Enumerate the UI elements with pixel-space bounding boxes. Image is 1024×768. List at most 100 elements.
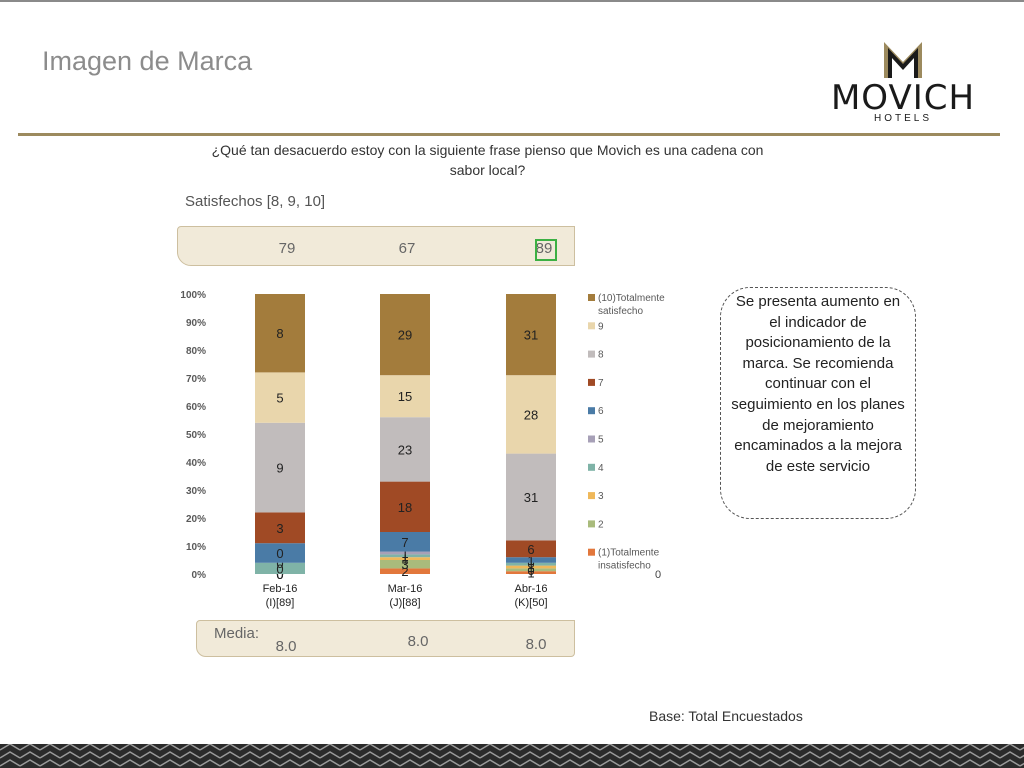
satisfied-value: 79 (278, 240, 296, 257)
data-label: 9 (276, 461, 283, 476)
bar-segment (506, 568, 556, 572)
bar-segment (506, 565, 556, 569)
data-label: 0 (276, 567, 283, 582)
legend-swatch (588, 294, 595, 301)
mean-banner (196, 620, 575, 657)
legend-swatch (588, 463, 595, 471)
data-label: 1 (527, 560, 534, 575)
recommendation-note: Se presenta aumento en el indicador de p… (720, 287, 916, 519)
bar-segment (380, 294, 430, 376)
base-note: Base: Total Encuestados (649, 708, 803, 724)
bar-segment (380, 481, 430, 532)
bar-segment (506, 562, 556, 566)
y-tick-label: 80% (186, 346, 206, 357)
bar-segment (506, 375, 556, 454)
data-label: 5 (276, 391, 283, 406)
data-label: 1 (401, 552, 408, 567)
legend-swatch (588, 520, 595, 528)
data-label: 1 (401, 549, 408, 564)
satisfied-value: 67 (398, 240, 416, 257)
data-label: 0 (276, 546, 283, 561)
data-label: 31 (524, 490, 538, 505)
bar-segment (255, 294, 305, 373)
bar-segment (255, 422, 305, 513)
data-label: 23 (398, 442, 412, 457)
data-label: 3 (401, 557, 408, 572)
data-label: 0 (527, 556, 534, 571)
survey-question: ¿Qué tan desacuerdo estoy con la siguien… (211, 142, 764, 178)
bar-segment (506, 294, 556, 376)
y-tick-label: 50% (186, 430, 206, 441)
highlight-box (535, 239, 557, 261)
data-label: 8 (276, 326, 283, 341)
data-label: 3 (276, 521, 283, 536)
x-category-label: Mar-16 (388, 583, 423, 595)
bar-segment (506, 540, 556, 558)
legend-label: 4 (598, 463, 604, 474)
legend-swatch (588, 350, 595, 358)
x-category-label: Feb-16 (263, 583, 298, 595)
slide-title: Imagen de Marca (42, 46, 253, 76)
data-label: 0 (276, 556, 283, 571)
y-tick-label: 10% (186, 542, 206, 553)
bar-segment (380, 568, 430, 574)
satisfied-label: Satisfechos [8, 9, 10] (185, 193, 326, 210)
x-category-sublabel: (K)[50] (514, 597, 547, 609)
logo-name: MOVICH (830, 78, 976, 118)
legend-swatch (588, 378, 595, 386)
top-border (0, 0, 1024, 2)
movich-logo: MOVICH HOTELS (818, 38, 988, 124)
y-tick-label: 100% (180, 290, 206, 301)
bar-segment (255, 543, 305, 563)
data-label: 29 (398, 328, 412, 343)
bar-segment (506, 557, 556, 563)
y-tick-label: 60% (186, 402, 206, 413)
bar-segment (380, 532, 430, 552)
legend-label: 2 (598, 519, 604, 530)
bar-segment (380, 554, 430, 558)
bar-segment (380, 417, 430, 482)
x-category-label: Abr-16 (514, 583, 547, 595)
data-label: 15 (398, 389, 412, 404)
y-tick-label: 40% (186, 458, 206, 469)
y-tick-label: 30% (186, 486, 206, 497)
legend-label: satisfecho (598, 306, 643, 317)
legend-label: 9 (598, 321, 604, 332)
data-label: 1 (527, 553, 534, 568)
header-rule (18, 133, 1000, 136)
bar-segment (255, 562, 305, 574)
bar-segment (506, 571, 556, 574)
movich-monogram-icon (884, 42, 922, 78)
bar-segment (506, 453, 556, 541)
data-label: 28 (524, 407, 538, 422)
legend-label: (1)Totalmente (598, 548, 660, 559)
legend-swatch (588, 548, 595, 556)
legend-swatch (588, 407, 595, 415)
x-category-sublabel: (J)[88] (389, 597, 420, 609)
data-label: 2 (401, 564, 408, 579)
legend-label: 6 (598, 406, 604, 417)
bar-segment (255, 512, 305, 544)
legend-swatch (588, 435, 595, 443)
logo-subtitle: HOTELS (873, 113, 932, 124)
bar-segment (255, 372, 305, 423)
data-label: 0 (527, 563, 534, 578)
footer-pattern (0, 744, 1024, 768)
mean-label: Media: (214, 625, 260, 642)
satisfied-banner (177, 226, 575, 266)
mean-value: 8.0 (407, 633, 429, 650)
data-label: 31 (524, 328, 538, 343)
data-label: 6 (527, 542, 534, 557)
data-label: 7 (401, 535, 408, 550)
stacked-bar-chart: 0%10%20%30%40%50%60%70%80%90%100%0000003… (180, 290, 665, 609)
legend-extra-label: 0 (655, 569, 661, 581)
legend-label: 3 (598, 491, 604, 502)
y-tick-label: 90% (186, 318, 206, 329)
data-label: 18 (398, 500, 412, 515)
legend-label: 5 (598, 435, 604, 446)
bar-segment (380, 551, 430, 555)
legend-swatch (588, 322, 595, 330)
legend-label: 7 (598, 378, 604, 389)
data-label: 1 (527, 557, 534, 572)
y-tick-label: 70% (186, 374, 206, 385)
